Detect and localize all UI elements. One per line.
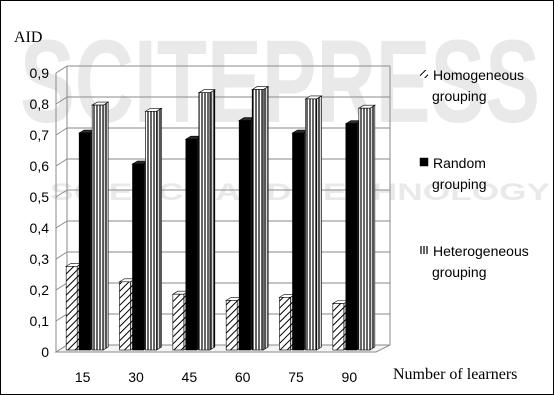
bar-side-heterogeneous-grouping-60 <box>262 86 269 351</box>
legend-swatch-heterogeneous-grouping <box>420 246 428 254</box>
bar-homogeneous-grouping-15 <box>65 265 78 351</box>
bar-side-heterogeneous-grouping-90 <box>369 104 376 351</box>
bar-homogeneous-grouping-45 <box>172 293 185 351</box>
bar-random-grouping-90 <box>345 123 358 351</box>
y-axis-title: AID <box>14 29 42 46</box>
y-tick-label: 0,9 <box>30 65 50 81</box>
x-tick-label: 60 <box>235 369 251 385</box>
legend-label-homogeneous-grouping: grouping <box>432 88 487 104</box>
bar-heterogeneous-grouping-90 <box>358 107 371 351</box>
gridline-diagonal <box>55 282 68 291</box>
legend-label-heterogeneous-grouping: Heterogeneous <box>433 243 529 259</box>
gridline-diagonal <box>55 251 68 260</box>
y-tick-label: 0,5 <box>30 189 50 205</box>
y-tick-label: 0,6 <box>30 158 50 174</box>
x-tick-label: 30 <box>128 369 144 385</box>
gridline-diagonal <box>55 65 68 74</box>
bar-side-heterogeneous-grouping-75 <box>316 95 322 351</box>
legend-label-homogeneous-grouping: Homogeneous <box>433 67 524 83</box>
bar-random-grouping-30 <box>132 163 144 351</box>
bar-heterogeneous-grouping-45 <box>198 92 211 351</box>
gridline-diagonal <box>55 313 68 322</box>
bar-homogeneous-grouping-75 <box>279 296 291 351</box>
bar-heterogeneous-grouping-60 <box>251 89 264 351</box>
gridline-diagonal <box>55 220 68 229</box>
legend: Homogeneous grouping Random grouping Heterog… <box>419 67 529 280</box>
y-tick-label: 0,3 <box>30 251 50 267</box>
bar-random-grouping-75 <box>292 132 304 351</box>
bar-random-grouping-60 <box>238 120 251 351</box>
bar-heterogeneous-grouping-75 <box>305 98 317 351</box>
y-tick-label: 0,2 <box>30 282 50 298</box>
bar-side-heterogeneous-grouping-45 <box>209 89 216 351</box>
x-tick-label: 15 <box>75 369 91 385</box>
gridline-diagonal <box>55 96 68 105</box>
legend-swatch-homogeneous-grouping <box>420 70 428 78</box>
y-tick-label: 0 <box>41 344 49 360</box>
y-tick-label: 0,4 <box>30 220 50 236</box>
plot-area: 0 0,1 0,2 0,3 0,4 0,5 0,6 0,7 0,8 0,9 15 30 45 60 75 90 <box>30 65 391 385</box>
y-tick-label: 0,1 <box>30 313 50 329</box>
bar-homogeneous-grouping-30 <box>119 281 131 351</box>
x-tick-label: 75 <box>288 369 304 385</box>
y-tick-label: 0,7 <box>30 127 50 143</box>
x-tick-label: 45 <box>182 369 198 385</box>
y-tick-label: 0,8 <box>30 96 50 112</box>
bar-random-grouping-15 <box>78 132 91 351</box>
bar-homogeneous-grouping-60 <box>225 300 238 351</box>
bar-side-heterogeneous-grouping-30 <box>156 107 162 351</box>
gridline-diagonal <box>55 127 68 136</box>
bar-heterogeneous-grouping-15 <box>91 104 104 351</box>
bar-side-heterogeneous-grouping-15 <box>102 101 109 351</box>
bar-random-grouping-45 <box>185 138 198 351</box>
legend-label-random-grouping: Random <box>433 155 486 171</box>
gridline-diagonal <box>55 189 68 198</box>
x-tick-label: 90 <box>342 369 358 385</box>
legend-label-random-grouping: grouping <box>432 176 487 192</box>
gridline-diagonal <box>55 158 68 167</box>
legend-swatch-random-grouping <box>419 157 429 167</box>
x-axis-title: Number of learners <box>393 366 517 383</box>
legend-label-heterogeneous-grouping: grouping <box>432 264 487 280</box>
bar-homogeneous-grouping-90 <box>332 303 345 351</box>
bar-heterogeneous-grouping-30 <box>145 111 157 351</box>
